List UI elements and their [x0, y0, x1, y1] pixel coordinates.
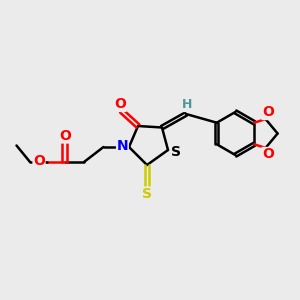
Text: O: O [33, 154, 45, 168]
Text: O: O [262, 106, 274, 119]
Text: O: O [59, 129, 71, 143]
Text: H: H [182, 98, 193, 112]
Text: O: O [262, 148, 274, 161]
Text: S: S [142, 187, 152, 201]
Text: S: S [170, 145, 181, 158]
Text: N: N [117, 139, 128, 152]
Text: O: O [114, 98, 126, 111]
